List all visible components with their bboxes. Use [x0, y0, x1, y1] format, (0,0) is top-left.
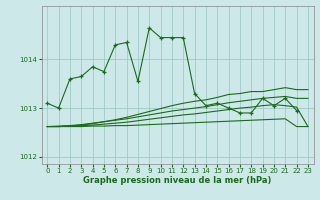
X-axis label: Graphe pression niveau de la mer (hPa): Graphe pression niveau de la mer (hPa)	[84, 176, 272, 185]
